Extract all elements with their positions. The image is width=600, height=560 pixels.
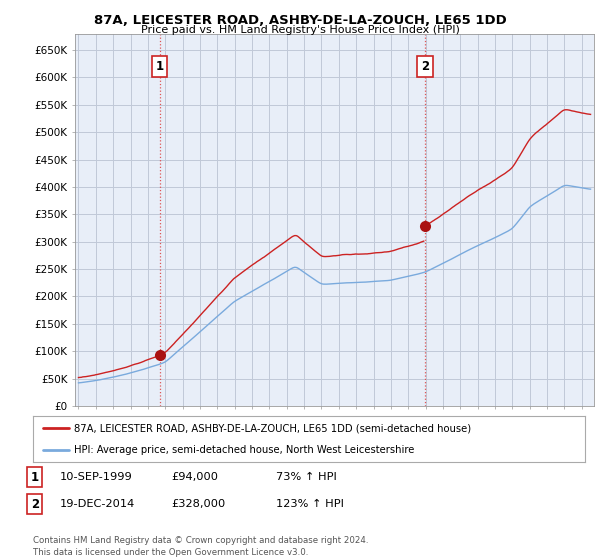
Text: £328,000: £328,000 [171,499,225,509]
Text: 87A, LEICESTER ROAD, ASHBY-DE-LA-ZOUCH, LE65 1DD: 87A, LEICESTER ROAD, ASHBY-DE-LA-ZOUCH, … [94,14,506,27]
Text: 87A, LEICESTER ROAD, ASHBY-DE-LA-ZOUCH, LE65 1DD (semi-detached house): 87A, LEICESTER ROAD, ASHBY-DE-LA-ZOUCH, … [74,423,472,433]
Text: 123% ↑ HPI: 123% ↑ HPI [276,499,344,509]
Text: Contains HM Land Registry data © Crown copyright and database right 2024.
This d: Contains HM Land Registry data © Crown c… [33,536,368,557]
Text: 1: 1 [156,60,164,73]
Text: Price paid vs. HM Land Registry's House Price Index (HPI): Price paid vs. HM Land Registry's House … [140,25,460,35]
Text: 2: 2 [421,60,429,73]
Text: HPI: Average price, semi-detached house, North West Leicestershire: HPI: Average price, semi-detached house,… [74,445,415,455]
Text: £94,000: £94,000 [171,472,218,482]
Text: 1: 1 [31,470,39,484]
Text: 2: 2 [31,497,39,511]
Text: 10-SEP-1999: 10-SEP-1999 [60,472,133,482]
Text: 73% ↑ HPI: 73% ↑ HPI [276,472,337,482]
Text: 19-DEC-2014: 19-DEC-2014 [60,499,135,509]
